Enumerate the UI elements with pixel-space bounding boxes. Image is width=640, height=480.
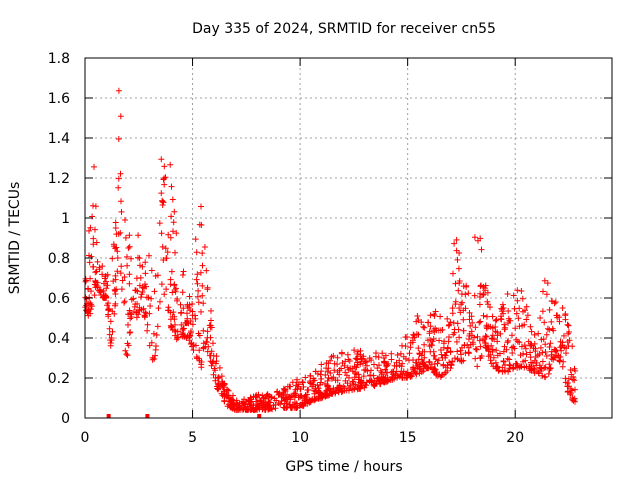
y-tick-label: 1.2 [48, 171, 70, 187]
y-tick-label: 0.8 [48, 251, 70, 267]
chart-title: Day 335 of 2024, SRMTID for receiver cn5… [192, 21, 496, 37]
x-tick-label: 20 [506, 430, 524, 446]
srmtid-points [82, 87, 579, 413]
baseline-marker [145, 414, 150, 418]
data-points [82, 87, 579, 418]
x-tick-label: 10 [291, 430, 309, 446]
grid-lines [85, 58, 612, 418]
y-tick-label: 0.2 [48, 371, 70, 387]
y-tick-label: 0.6 [48, 291, 70, 307]
x-tick-label: 0 [81, 430, 90, 446]
y-tick-label: 1 [61, 211, 70, 227]
x-tick-label: 5 [188, 430, 197, 446]
y-tick-label: 0 [61, 411, 70, 427]
plot-frame [84, 57, 613, 419]
y-tick-label: 1.8 [48, 51, 70, 67]
y-tick-label: 0.4 [48, 331, 70, 347]
x-axis-label: GPS time / hours [285, 459, 402, 475]
baseline-marker [106, 414, 111, 418]
axis-ticks: 0 0.2 0.4 0.6 0.8 1 1.2 1.4 1.6 1.8 0 5 10 15 20 [48, 51, 612, 446]
y-tick-label: 1.6 [48, 91, 70, 107]
x-tick-label: 15 [399, 430, 417, 446]
baseline-marker [257, 414, 262, 418]
y-tick-label: 1.4 [48, 131, 70, 147]
y-axis-label: SRMTID / TECUs [7, 182, 23, 295]
